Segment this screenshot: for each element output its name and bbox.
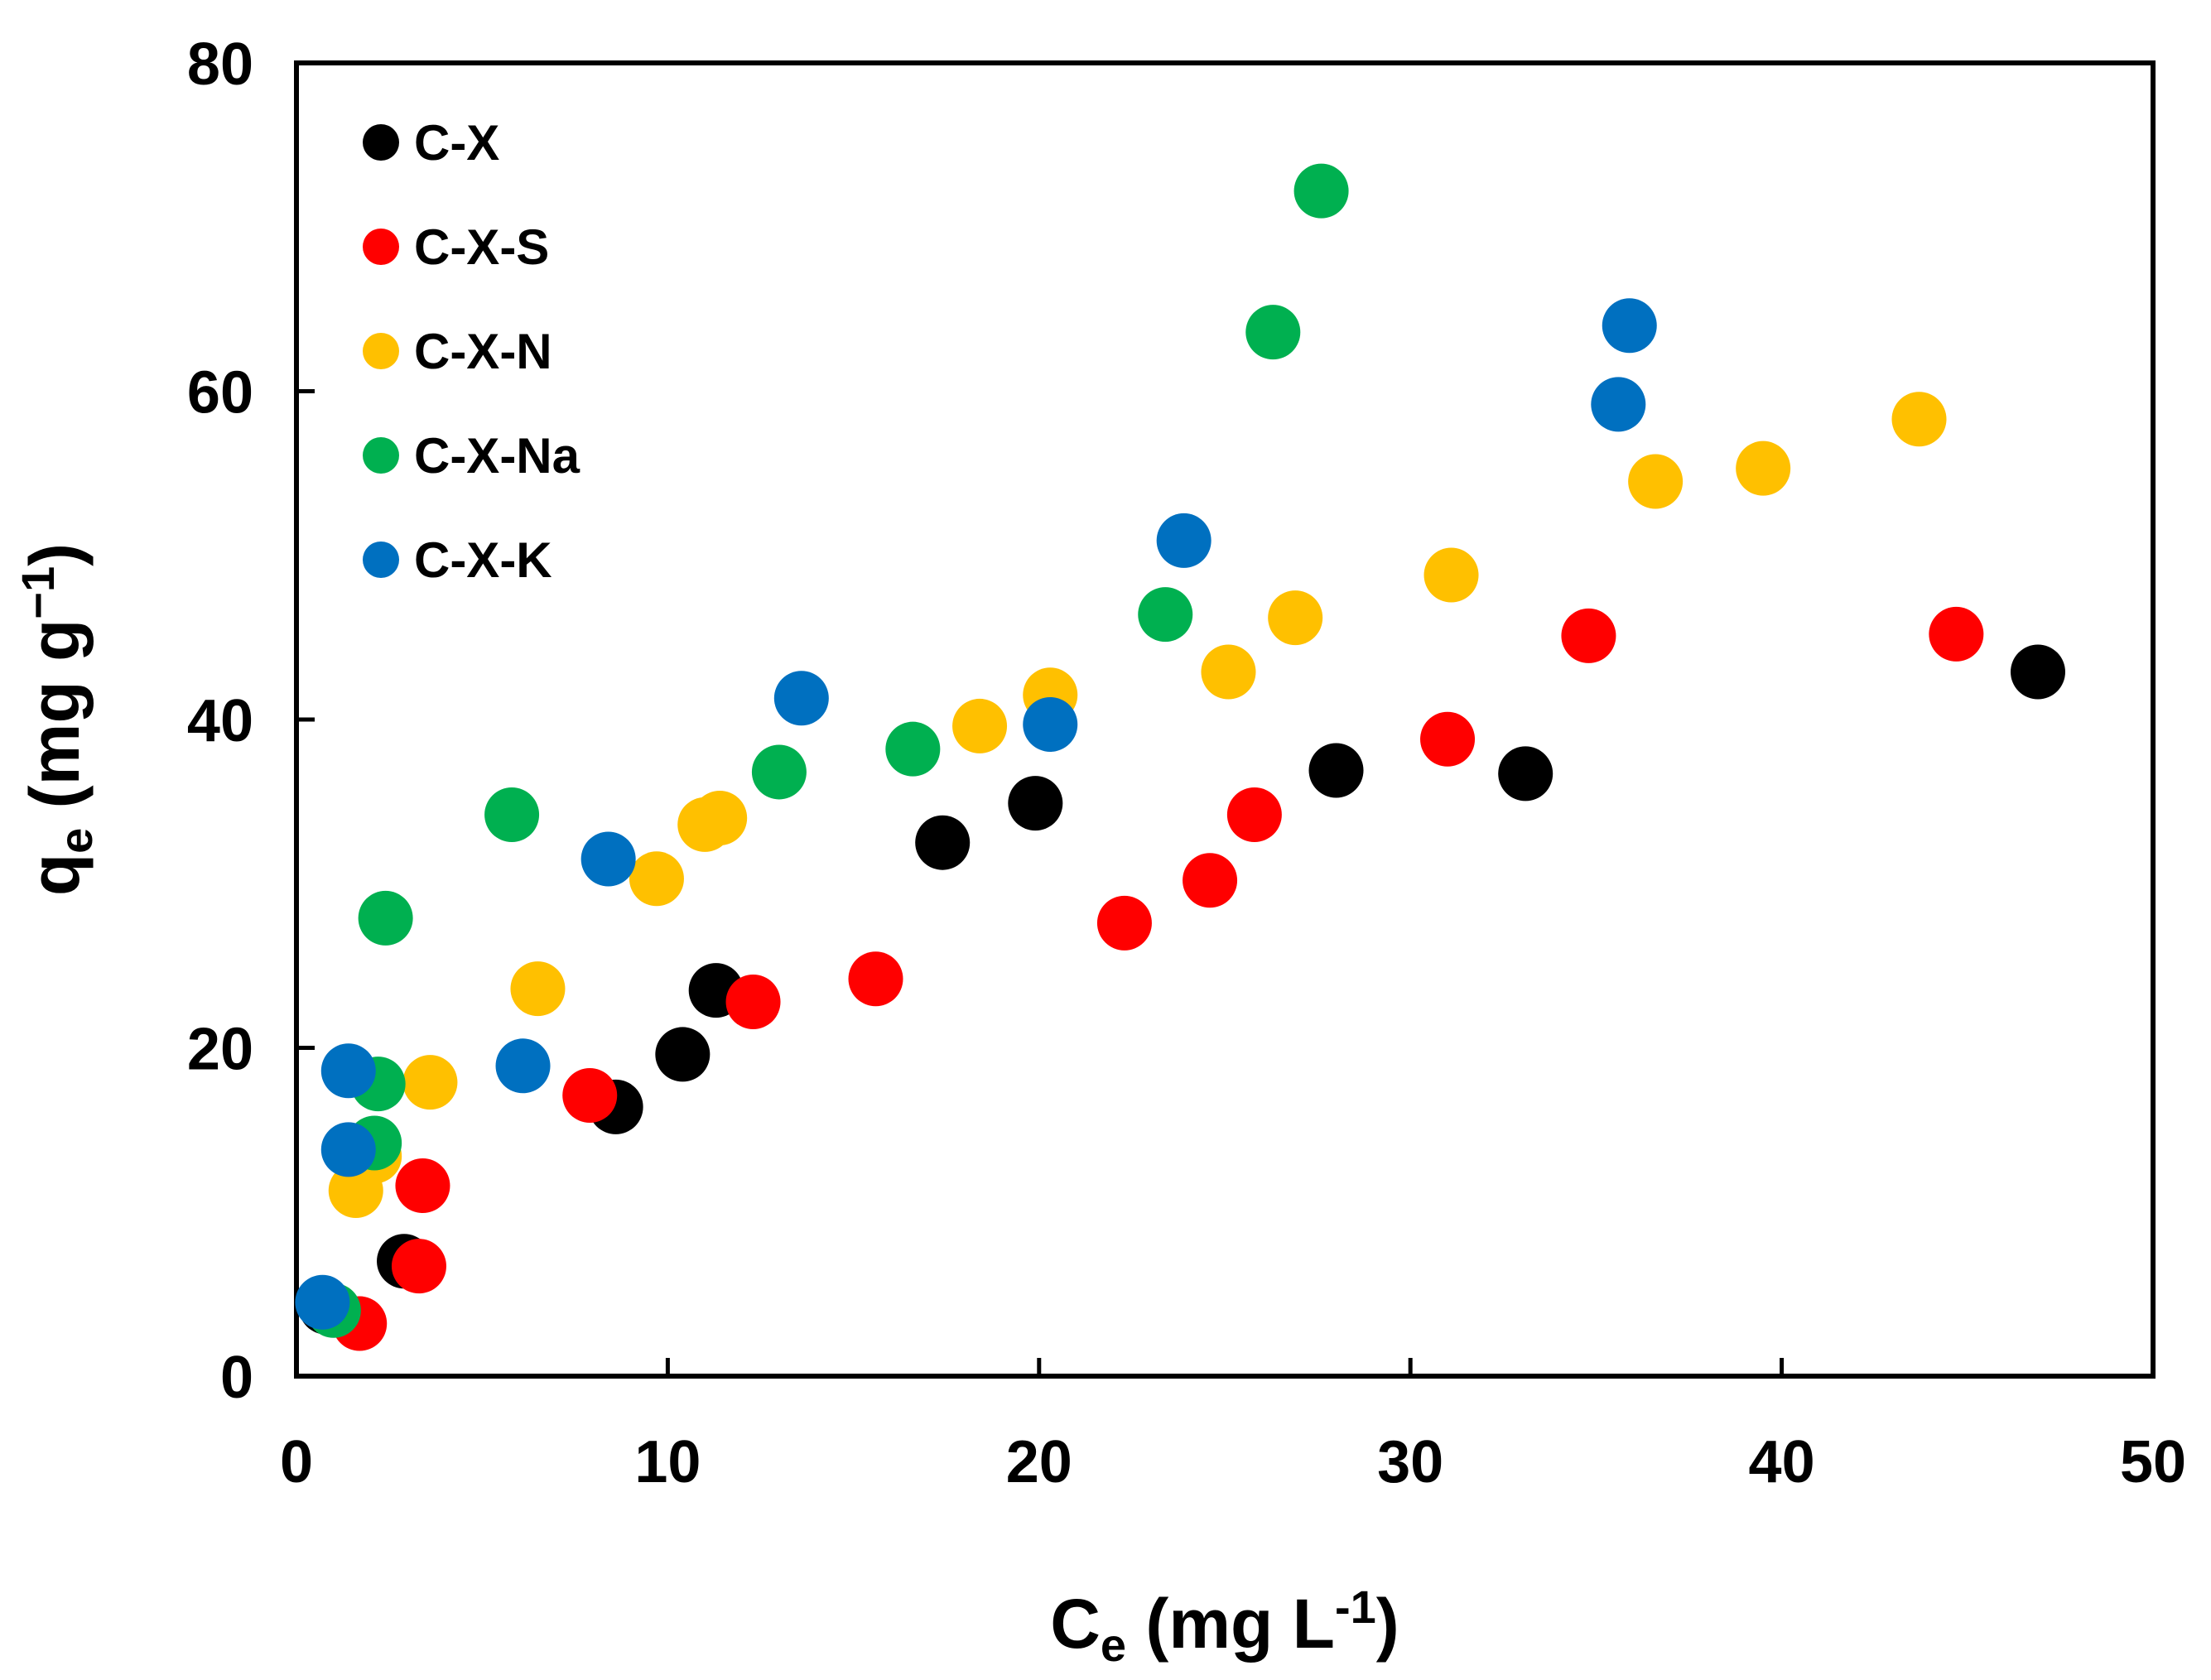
x-tick-label: 20 — [1006, 1429, 1072, 1495]
x-axis-title-end: ) — [1376, 1585, 1399, 1663]
x-axis-title-main: C — [1050, 1585, 1101, 1663]
legend-label: C-X — [414, 115, 499, 171]
legend-marker — [363, 229, 399, 265]
data-point — [1561, 608, 1616, 663]
data-point — [885, 721, 941, 777]
data-point — [1138, 587, 1193, 643]
y-tick-label: 60 — [187, 360, 253, 426]
data-point — [484, 787, 540, 842]
data-point — [320, 1043, 376, 1099]
data-point — [495, 1038, 551, 1094]
data-point — [915, 815, 971, 870]
data-point — [1226, 787, 1282, 842]
data-point — [320, 1122, 376, 1177]
x-tick-label: 40 — [1749, 1429, 1815, 1495]
data-point — [1423, 547, 1479, 603]
data-point — [1891, 392, 1947, 447]
data-point — [773, 671, 829, 726]
x-axis-title: Ce (mg L-1) — [1050, 1581, 1399, 1671]
data-point — [1929, 606, 1984, 662]
x-axis-ticks: 0 10 20 30 40 50 — [280, 1358, 2186, 1495]
data-point — [358, 890, 413, 946]
data-point — [1156, 513, 1211, 568]
data-point — [395, 1158, 450, 1214]
data-point — [1268, 590, 1323, 646]
y-tick-label: 80 — [187, 31, 253, 98]
data-point — [725, 974, 781, 1029]
data-point — [1736, 440, 1791, 496]
data-point — [692, 790, 748, 845]
data-point — [655, 1027, 711, 1082]
data-point — [1420, 711, 1476, 767]
y-axis-title: qe (mg g−1) — [12, 543, 102, 896]
x-tick-label: 30 — [1377, 1429, 1443, 1495]
y-axis-title-main: q — [16, 854, 94, 896]
data-point — [848, 951, 903, 1007]
data-point — [562, 1067, 618, 1123]
legend-label: C-X-N — [414, 324, 552, 379]
data-point — [402, 1055, 458, 1110]
data-point — [1591, 377, 1646, 432]
legend-label: C-X-K — [414, 532, 552, 588]
data-point — [580, 831, 636, 887]
y-axis-title-rest: (mg g — [16, 619, 94, 828]
legend-marker — [363, 124, 399, 161]
x-axis-title-sup: -1 — [1335, 1581, 1376, 1633]
data-point — [510, 961, 566, 1017]
data-points — [295, 163, 2065, 1351]
data-point — [1498, 746, 1553, 801]
y-axis-title-sub: e — [50, 828, 102, 854]
y-tick-label: 20 — [187, 1017, 253, 1083]
y-axis-title-sup: −1 — [12, 566, 64, 619]
y-axis-title-end: ) — [16, 543, 94, 566]
data-point — [952, 698, 1008, 753]
data-point — [1602, 298, 1657, 354]
data-point — [295, 1274, 350, 1330]
data-point — [1023, 696, 1078, 752]
data-point — [1245, 305, 1301, 360]
legend-marker — [363, 437, 399, 474]
data-point — [391, 1239, 446, 1294]
data-point — [629, 851, 684, 907]
series-C-X-K — [295, 298, 1657, 1330]
x-axis-title-sub: e — [1101, 1619, 1126, 1671]
data-point — [751, 744, 807, 800]
x-tick-label: 50 — [2120, 1429, 2186, 1495]
data-point — [1628, 454, 1684, 509]
legend-marker — [363, 542, 399, 578]
y-tick-label: 40 — [187, 688, 253, 754]
x-axis-title-rest: (mg L — [1126, 1585, 1335, 1663]
x-tick-label: 0 — [280, 1429, 313, 1495]
y-axis-ticks: 0 20 40 60 80 — [187, 31, 315, 1411]
legend-label: C-X-Na — [414, 428, 580, 484]
legend-label: C-X-S — [414, 219, 549, 275]
legend-marker — [363, 333, 399, 369]
data-point — [1308, 743, 1364, 798]
x-tick-label: 10 — [634, 1429, 701, 1495]
legend: C-X C-X-S C-X-N C-X-Na C-X-K — [363, 115, 580, 588]
series-C-X-S — [332, 606, 1984, 1351]
data-point — [1293, 163, 1349, 219]
data-point — [1008, 776, 1063, 831]
data-point — [1201, 644, 1256, 700]
data-point — [1183, 853, 1238, 908]
data-point — [2010, 644, 2065, 700]
y-tick-label: 0 — [220, 1345, 253, 1411]
data-point — [1096, 895, 1152, 951]
